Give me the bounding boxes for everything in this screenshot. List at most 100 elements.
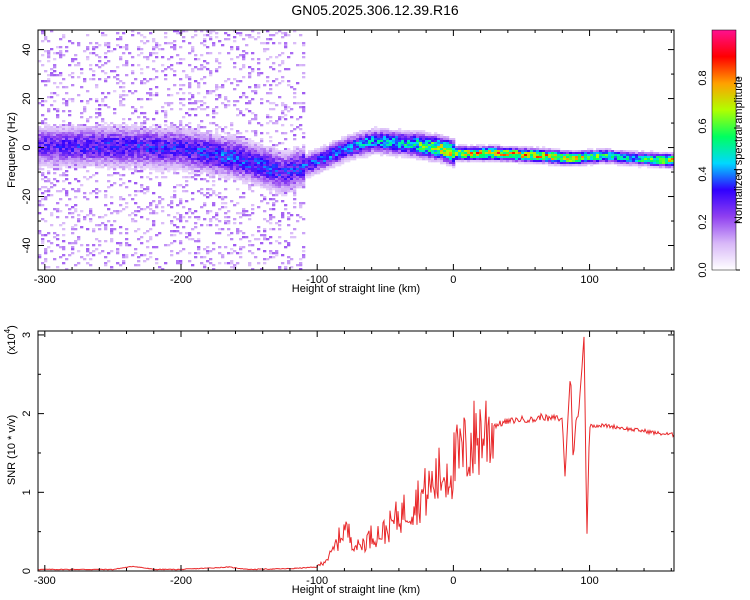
spectrogram-cell <box>122 148 126 151</box>
spectrogram-cell <box>359 142 363 145</box>
spectrogram-cell <box>167 158 171 161</box>
spectrogram-cell <box>182 84 186 87</box>
spectrogram-cell <box>191 128 195 131</box>
spectrogram-cell <box>218 126 222 129</box>
spectrogram-cell <box>233 138 237 141</box>
spectrogram-cell <box>248 144 252 147</box>
spectrogram-cell <box>56 146 60 149</box>
spectrogram-cell <box>41 172 45 175</box>
spectrogram-cell <box>131 158 135 161</box>
spectrogram-cell <box>284 168 288 171</box>
spectrogram-cell <box>362 142 366 145</box>
spectrogram-cell <box>38 232 42 235</box>
spectrogram-cell <box>77 132 81 135</box>
spectrogram-cell <box>149 236 153 239</box>
spectrogram-cell <box>191 154 195 157</box>
spectrogram-cell <box>182 186 186 189</box>
spectrogram-cell <box>548 154 552 157</box>
spectrogram-cell <box>116 132 120 135</box>
spectrogram-cell <box>260 168 264 171</box>
spectrogram-cell <box>344 140 348 143</box>
spectrogram-cell <box>194 30 198 33</box>
spectrogram-cell <box>71 152 75 155</box>
spectrogram-cell <box>62 138 66 141</box>
spectrogram-cell <box>491 144 495 147</box>
spectrogram-cell <box>374 134 378 137</box>
spectrogram-cell <box>662 160 666 163</box>
spectrogram-cell <box>68 114 72 117</box>
spectrogram-cell <box>218 96 222 99</box>
spectrogram-cell <box>128 148 132 151</box>
spectrogram-cell <box>92 156 96 159</box>
spectrogram-cell <box>101 150 105 153</box>
spectrogram-cell <box>278 158 282 161</box>
spectrogram-cell <box>275 122 279 125</box>
spectrogram-cell <box>383 132 387 135</box>
spectrogram-cell <box>287 188 291 191</box>
spectrogram-cell <box>269 66 273 69</box>
spectrogram-cell <box>353 134 357 137</box>
spectrogram-cell <box>518 160 522 163</box>
spectrogram-cell <box>623 160 627 163</box>
spectrogram-cell <box>320 168 324 171</box>
spectrogram-cell <box>212 202 216 205</box>
spectrogram-cell <box>56 266 60 269</box>
spectrogram-cell <box>491 150 495 153</box>
spectrogram-cell <box>143 260 147 263</box>
spectrogram-cell <box>290 188 294 191</box>
spectrogram-cell <box>248 152 252 155</box>
spectrogram-cell <box>476 146 480 149</box>
spectrogram-cell <box>179 136 183 139</box>
spectrogram-cell <box>80 156 84 159</box>
spectrogram-cell <box>395 156 399 159</box>
spectrogram-cell <box>113 220 117 223</box>
spectrogram-cell <box>641 162 645 165</box>
spectrogram-cell <box>176 146 180 149</box>
spectrogram-cell <box>203 160 207 163</box>
spectrogram-cell <box>59 74 63 77</box>
spectrogram-cell <box>272 252 276 255</box>
spectrogram-cell <box>44 196 48 199</box>
spectrogram-cell <box>212 116 216 119</box>
spectrogram-cell <box>137 256 141 259</box>
spectrogram-cell <box>110 50 114 53</box>
spectrogram-cell <box>161 268 165 271</box>
spectrogram-cell <box>332 158 336 161</box>
spectrogram-cell <box>401 156 405 159</box>
spectrogram-cell <box>53 154 57 157</box>
spectrogram-cell <box>89 210 93 213</box>
spectrogram-cell <box>326 160 330 163</box>
spectrogram-cell <box>230 152 234 155</box>
spectrogram-cell <box>44 146 48 149</box>
spectrogram-cell <box>170 158 174 161</box>
spectrogram-cell <box>182 176 186 179</box>
spectrogram-cell <box>584 160 588 163</box>
spectrogram-cell <box>212 160 216 163</box>
spectrogram-cell <box>407 144 411 147</box>
spectrogram-cell <box>236 148 240 151</box>
spectrogram-cell <box>554 148 558 151</box>
spectrogram-cell <box>428 132 432 135</box>
spectrogram-cell <box>248 150 252 153</box>
spectrogram-cell <box>146 240 150 243</box>
spectrogram-cell <box>170 156 174 159</box>
spectrogram-cell <box>293 164 297 167</box>
spectrogram-cell <box>278 184 282 187</box>
spectrogram-cell <box>41 32 45 35</box>
spectrogram-cell <box>434 144 438 147</box>
spectrogram-cell <box>185 200 189 203</box>
spectrogram-cell <box>119 198 123 201</box>
spectrogram-cell <box>179 262 183 265</box>
spectrogram-cell <box>197 150 201 153</box>
spectrogram-cell <box>527 160 531 163</box>
spectrogram-cell <box>83 80 87 83</box>
spectrogram-cell <box>557 150 561 153</box>
spectrogram-cell <box>521 160 525 163</box>
spectrogram-cell <box>428 150 432 153</box>
spectrogram-cell <box>71 242 75 245</box>
spectrogram-cell <box>188 168 192 171</box>
spectrogram-cell <box>320 160 324 163</box>
spectrogram-cell <box>164 114 168 117</box>
spectrogram-cell <box>221 140 225 143</box>
spectrogram-cell <box>62 144 66 147</box>
